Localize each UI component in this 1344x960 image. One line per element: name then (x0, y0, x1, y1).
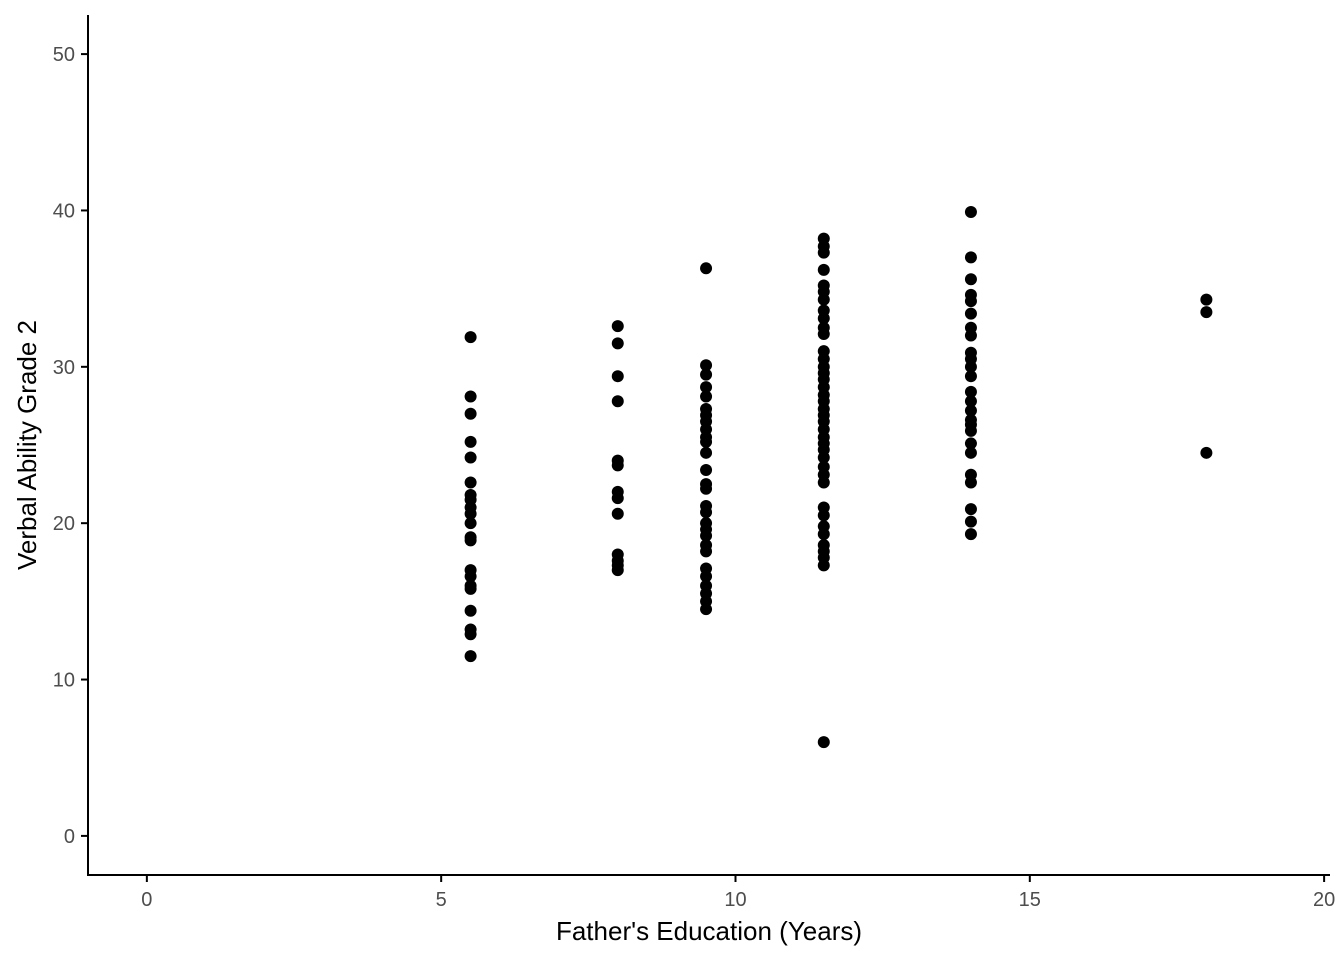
x-tick-label: 5 (436, 889, 447, 911)
data-point (964, 206, 977, 219)
data-point (1200, 446, 1213, 459)
data-point (964, 360, 977, 373)
x-tick-label: 20 (1313, 889, 1335, 911)
data-point (611, 395, 624, 408)
data-point (700, 262, 713, 275)
data-point (964, 515, 977, 528)
data-point (464, 435, 477, 448)
data-point (817, 559, 830, 572)
data-point (611, 564, 624, 577)
data-point (817, 476, 830, 489)
data-point (700, 359, 713, 372)
data-point (964, 404, 977, 417)
data-point (700, 446, 713, 459)
data-point (464, 582, 477, 595)
x-tick-label: 10 (724, 889, 746, 911)
data-point (700, 506, 713, 519)
data-point (964, 307, 977, 320)
data-points (464, 206, 1213, 749)
data-point (464, 534, 477, 547)
data-point (817, 263, 830, 276)
data-point (464, 451, 477, 464)
data-point (611, 320, 624, 333)
data-point (964, 476, 977, 489)
data-point (817, 327, 830, 340)
data-point (700, 381, 713, 394)
data-point (700, 368, 713, 381)
x-axis-title: Father's Education (Years) (556, 916, 862, 946)
data-point (964, 295, 977, 308)
y-tick-label: 30 (53, 357, 75, 379)
data-point (964, 329, 977, 342)
data-point (700, 529, 713, 542)
data-point (964, 424, 977, 437)
data-point (700, 603, 713, 616)
data-point (964, 273, 977, 286)
data-point (964, 446, 977, 459)
data-point (817, 509, 830, 522)
data-point (1200, 293, 1213, 306)
data-point (700, 435, 713, 448)
data-point (817, 246, 830, 259)
data-point (611, 459, 624, 472)
data-point (464, 604, 477, 617)
data-point (817, 451, 830, 464)
y-tick-label: 10 (53, 670, 75, 692)
data-point (700, 464, 713, 477)
data-point (817, 293, 830, 306)
data-point (611, 337, 624, 350)
data-point (1200, 306, 1213, 319)
data-point (611, 492, 624, 505)
data-point (817, 736, 830, 749)
y-tick-label: 40 (53, 200, 75, 222)
data-point (700, 482, 713, 495)
y-tick-label: 0 (64, 826, 75, 848)
data-point (464, 407, 477, 420)
data-point (464, 476, 477, 489)
data-point (964, 395, 977, 408)
data-point (964, 437, 977, 450)
x-axis-ticks: 0 5 10 15 20 (141, 875, 1335, 911)
data-point (611, 507, 624, 520)
data-point (817, 312, 830, 325)
data-point (700, 545, 713, 558)
data-point (464, 390, 477, 403)
data-point (464, 650, 477, 663)
data-point (464, 570, 477, 583)
y-axis-title: Verbal Ability Grade 2 (12, 320, 42, 570)
data-point (964, 503, 977, 516)
data-point (964, 370, 977, 383)
y-tick-label: 50 (53, 44, 75, 66)
data-point (611, 370, 624, 383)
data-point (464, 331, 477, 344)
data-point (964, 528, 977, 541)
y-tick-label: 20 (53, 513, 75, 535)
data-point (700, 570, 713, 583)
data-point (464, 507, 477, 520)
x-tick-label: 0 (141, 889, 152, 911)
y-axis-ticks: 0 10 20 30 40 50 (53, 44, 88, 848)
data-point (464, 517, 477, 530)
x-tick-label: 15 (1019, 889, 1041, 911)
data-point (964, 251, 977, 264)
data-point (464, 628, 477, 641)
data-point (817, 528, 830, 541)
data-point (700, 390, 713, 403)
data-point (964, 385, 977, 398)
